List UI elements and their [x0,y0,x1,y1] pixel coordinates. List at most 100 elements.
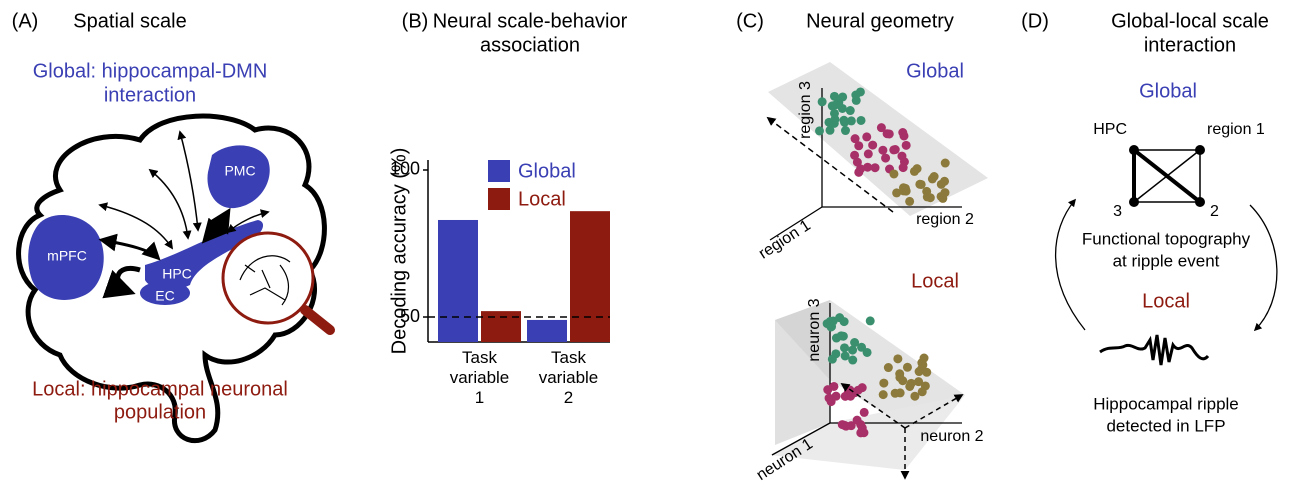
brain-illustration [16,113,335,444]
caption: Functional topography [1082,229,1251,248]
scatter-dot [881,153,891,163]
bar [527,319,567,342]
legend-swatch [488,160,510,182]
legend-swatch [488,188,510,210]
scatter-dot [868,140,878,150]
scatter-dot [838,92,848,102]
scatter-dot [910,391,920,401]
scatter-dot [846,116,856,126]
axis-label: region 1 [756,217,814,263]
scatter-dot [815,126,825,136]
scatter-dot [839,317,849,327]
scatter-dot [825,125,835,135]
y-tick-label: 50 [400,306,420,326]
region-label: EC [155,288,174,304]
scatter-dot [836,331,846,341]
scatter-dot [840,420,850,430]
global-caption: Global: hippocampal-DMN [33,60,268,82]
panel-title: Spatial scale [73,10,186,32]
local-label: Local [1142,290,1190,312]
axis [769,206,823,241]
region-label: PMC [224,163,255,179]
panel-title: Neural geometry [806,10,954,32]
scatter-dot [900,183,910,193]
scatter-dot [895,388,905,398]
scatter-dot [845,106,855,116]
scatter-dot [889,145,899,155]
local-label: Local [911,270,959,292]
scatter-dot [929,171,939,181]
scatter-dot [856,164,866,174]
bar [570,211,610,342]
scatter-dot [876,123,886,133]
bar [438,219,478,342]
scatter-dot [829,108,839,118]
x-tick-label: Task variable 1 [449,348,510,407]
scatter-dot [840,391,850,401]
scatter-dot [859,407,869,417]
scatter-dot [850,150,860,160]
panel-title: Global-local scale [1111,10,1269,32]
scatter-dot [912,164,922,174]
scatter-dot [854,141,864,151]
region-label: mPFC [47,248,87,264]
panel-label: (D) [1021,10,1049,32]
scatter-dot [865,316,875,326]
scatter-dot [920,381,930,391]
scatter-dot [848,355,858,365]
scatter-dot [857,342,867,352]
scatter-dot [899,157,909,167]
y-axis-label: Decoding accuracy (%) [388,148,410,355]
node-label: HPC [1093,121,1127,138]
scatter-dot [855,87,865,97]
scatter-dot [829,91,839,101]
legend-label: Global [518,160,576,182]
scatter-dot [892,188,902,198]
scatter-dot [870,163,880,173]
global-label: Global [906,60,964,82]
topography-graph [1054,145,1278,366]
scatter-dot [878,390,888,400]
scatter-dot [905,381,915,391]
scatter-dot [882,129,892,139]
scatter-dot [827,354,837,364]
scatter-dot [831,391,841,401]
scatter-dot [938,193,948,203]
scatter-dot [837,103,847,113]
scatter-dot [914,367,924,377]
bar [481,311,521,342]
scatter-dot [878,145,888,155]
dashed-arrow [840,382,906,429]
scatter-dot [879,378,889,388]
caption: detected in LFP [1106,416,1225,435]
axis [771,422,831,456]
scatter-dot [918,360,928,370]
scatter-dot [852,157,862,167]
scatter-dot [889,169,899,179]
legend-label: Local [518,188,566,210]
local-caption: Local: hippocampal neuronal [32,378,288,400]
plane [775,300,830,445]
scatter-dot [893,354,903,364]
axis-label: neuron 3 [806,298,823,361]
node-label: 3 [1113,203,1122,220]
scatter-dot [899,131,909,141]
axis-label: region 3 [797,81,814,139]
scatter-dot [901,140,911,150]
scatter-dot [824,393,834,403]
scatter-dot [840,126,850,136]
panel-label: (C) [736,10,764,32]
node-label: 2 [1210,203,1219,220]
panel-title: association [480,34,580,56]
panel-title: Neural scale-behavior [433,10,628,32]
scatter-dot [940,158,950,168]
global-caption: interaction [104,84,196,106]
scatter-dot [863,162,873,172]
axis-label: neuron 1 [754,435,816,484]
scatter-dot [856,428,866,438]
dashed-arrow [766,116,894,213]
scatter-dot [922,192,932,202]
panel-title: interaction [1144,34,1236,56]
